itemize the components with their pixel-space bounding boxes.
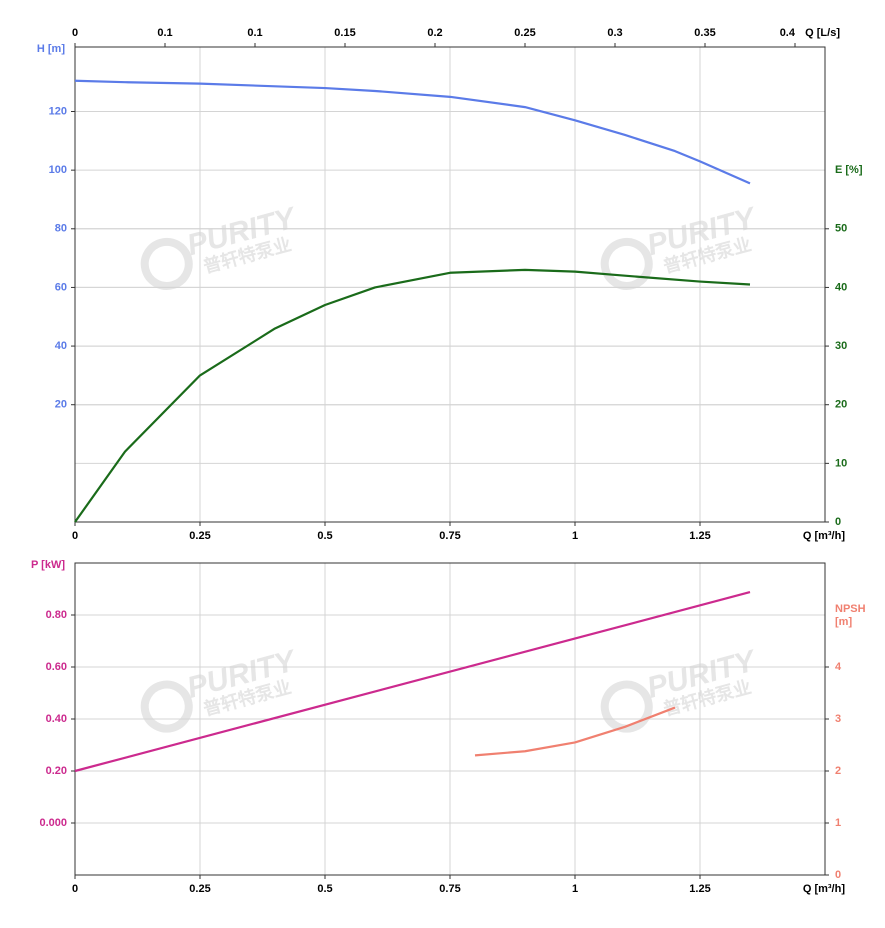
curve (74, 591, 751, 773)
y2-tick-label: 40 (835, 281, 847, 293)
y-tick-label: 0.000 (39, 817, 67, 829)
y-tick-label: 20 (55, 399, 67, 411)
x2-tick-label: 0.3 (607, 27, 622, 39)
x-tick-label: 0.75 (439, 530, 460, 542)
y2-axis-label: E [%] (835, 164, 863, 176)
y-tick-label: 0.40 (46, 713, 67, 725)
y-axis-label: H [m] (37, 43, 65, 55)
y-tick-label: 80 (55, 223, 67, 235)
y2-axis-label: NPSH [m] (835, 603, 866, 628)
y2-tick-label: 4 (835, 661, 842, 673)
y-tick-label: 0.80 (46, 609, 67, 621)
y-tick-label: 100 (49, 164, 67, 176)
y2-tick-label: 10 (835, 457, 847, 469)
x2-tick-label: 0.4 (780, 27, 796, 39)
x2-tick-label: 0.25 (514, 27, 535, 39)
y-tick-label: 0.60 (46, 661, 67, 673)
x2-tick-label: 0 (72, 27, 78, 39)
x-tick-label: 0 (72, 530, 78, 542)
y2-tick-label: 0 (835, 869, 841, 881)
x2-tick-label: 0.1 (157, 27, 172, 39)
watermark-logo (140, 237, 193, 290)
x-tick-label: 0.25 (189, 883, 210, 895)
x-tick-label: 0 (72, 883, 78, 895)
y2-tick-label: 2 (835, 765, 841, 777)
watermark-logo (140, 680, 193, 733)
x2-tick-label: 0.2 (427, 27, 442, 39)
watermark-logo (600, 680, 653, 733)
x2-tick-label: 0.1 (247, 27, 262, 39)
x2-axis-label: Q [L/s] (805, 27, 840, 39)
x-tick-label: 0.25 (189, 530, 210, 542)
y-tick-label: 120 (49, 105, 67, 117)
plot-frame (74, 46, 826, 523)
y2-tick-label: 3 (835, 713, 841, 725)
x-tick-label: 0.5 (317, 530, 332, 542)
x-axis-label: Q [m³/h] (803, 530, 845, 542)
y-tick-label: 0.20 (46, 765, 67, 777)
x-axis-label: Q [m³/h] (803, 883, 845, 895)
x2-tick-label: 0.35 (694, 27, 715, 39)
x-tick-label: 0.75 (439, 883, 460, 895)
y2-tick-label: 1 (835, 817, 841, 829)
x2-tick-label: 0.15 (334, 27, 355, 39)
y2-tick-label: 20 (835, 399, 847, 411)
curve (74, 268, 751, 523)
curve (74, 79, 751, 185)
y2-tick-label: 50 (835, 223, 847, 235)
x-tick-label: 1 (572, 883, 578, 895)
x-tick-label: 1 (572, 530, 578, 542)
y-tick-label: 60 (55, 281, 67, 293)
curve (474, 706, 676, 757)
x-tick-label: 1.25 (689, 530, 710, 542)
y2-tick-label: 30 (835, 340, 847, 352)
watermark-logo (600, 237, 653, 290)
y-tick-label: 40 (55, 340, 67, 352)
x-tick-label: 0.5 (317, 883, 332, 895)
y-axis-label: P [kW] (31, 559, 65, 571)
y2-tick-label: 0 (835, 516, 841, 528)
x-tick-label: 1.25 (689, 883, 710, 895)
plot-frame (74, 562, 826, 876)
